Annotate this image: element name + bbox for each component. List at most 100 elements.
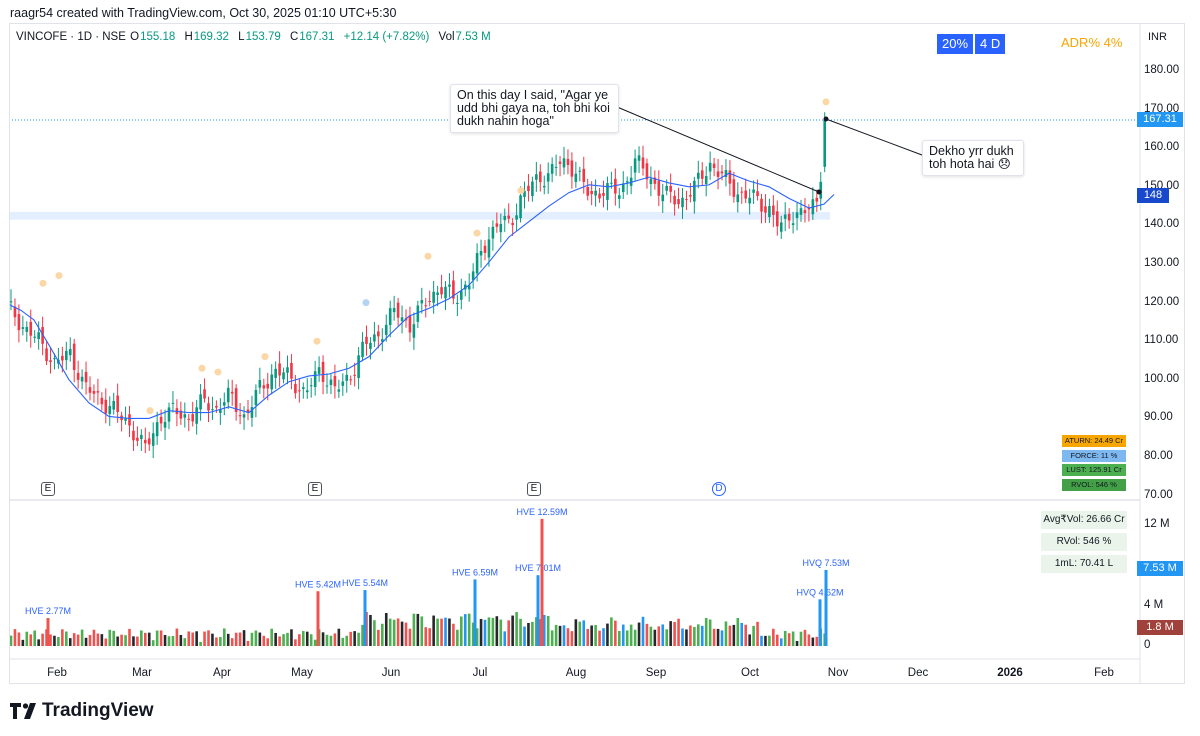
candle-body — [637, 155, 641, 161]
candle-body — [716, 171, 720, 177]
candle-body — [535, 174, 538, 180]
volume-bar — [799, 631, 803, 646]
candle-body — [377, 331, 380, 337]
time-tick-label: Dec — [907, 667, 929, 679]
annotation-right[interactable]: Dekho yrr dukh toh hota hai 😞 — [922, 140, 1024, 176]
candle-body — [554, 166, 558, 168]
signal-dot — [362, 299, 370, 307]
volume-bar — [207, 630, 210, 646]
candle-body — [511, 222, 514, 225]
earnings-event-marker[interactable]: E — [527, 482, 541, 496]
volume-bar — [329, 635, 333, 646]
volume-bar — [262, 635, 266, 646]
volume-bar — [629, 624, 633, 646]
tradingview-logo[interactable]: TradingView — [10, 700, 154, 722]
price-tick-label: 140.00 — [1144, 218, 1180, 231]
volume-bar — [155, 630, 159, 646]
volume-bar — [215, 637, 218, 646]
volume-bar — [594, 624, 597, 646]
candle-body — [325, 385, 329, 387]
open-value: 155.18 — [140, 31, 176, 43]
candle-body — [756, 191, 759, 197]
candle-body — [491, 226, 495, 239]
volume-bar — [357, 632, 360, 646]
volume-bar — [404, 622, 408, 646]
candle-body — [179, 410, 183, 419]
high-volume-bar — [540, 518, 544, 646]
volume-bar — [305, 631, 309, 646]
volume-bar — [163, 634, 167, 646]
volume-bar — [614, 620, 617, 646]
volume-bar — [136, 636, 139, 646]
volume-bar — [53, 635, 56, 646]
candle-body — [203, 389, 206, 399]
candle-body — [661, 194, 665, 202]
volume-bar — [373, 620, 376, 646]
candle-body — [72, 343, 76, 371]
volume-bar — [61, 629, 64, 646]
volume-bar — [120, 634, 123, 646]
volume-bar — [416, 613, 420, 646]
volume-bar — [471, 622, 475, 646]
high-volume-bar — [818, 599, 822, 646]
volume-bar — [527, 622, 530, 646]
volume-bar — [693, 627, 696, 646]
pct-badge: 20% — [937, 34, 974, 54]
volume-bar — [349, 631, 352, 646]
candle-body — [448, 284, 451, 287]
candle-body — [294, 384, 297, 394]
price-tick-label: 90.00 — [1144, 411, 1173, 424]
indicator-stat: LUST: 125.91 Cr — [1062, 464, 1126, 476]
volume-bar — [463, 614, 467, 646]
volume-bar — [665, 629, 668, 646]
volume-bar — [578, 621, 582, 646]
candle-body — [230, 391, 234, 394]
annotation-left[interactable]: On this day I said, "Agar ye udd bhi gay… — [450, 84, 619, 133]
candle-body — [191, 414, 194, 422]
volume-bar — [776, 634, 779, 646]
signal-dot — [198, 364, 206, 372]
candle-body — [270, 374, 273, 390]
candle-body — [223, 402, 226, 406]
volume-bar — [175, 628, 179, 646]
volume-bar — [400, 621, 404, 646]
candle-body — [147, 438, 151, 445]
candle-body — [21, 327, 25, 329]
volume-bar — [610, 617, 613, 646]
candle-body — [128, 414, 131, 426]
high-volume-label: HVE 5.54M — [342, 578, 388, 588]
candle-body — [29, 321, 33, 336]
volume-bar — [456, 629, 459, 646]
candle-body — [764, 206, 767, 213]
signal-dot — [39, 279, 47, 287]
earnings-event-marker[interactable]: E — [308, 482, 322, 496]
volume-bar — [483, 619, 487, 646]
high-volume-bar — [473, 579, 477, 646]
dividend-event-marker[interactable]: D — [712, 482, 726, 496]
currency-label[interactable]: INR — [1148, 31, 1167, 43]
candle-body — [460, 290, 463, 300]
candle-body — [408, 315, 412, 333]
adr-indicator: ADR% 4% — [1061, 35, 1123, 50]
candle-body — [776, 211, 779, 227]
candle-body — [254, 390, 258, 406]
volume-bar — [689, 625, 692, 646]
candle-body — [384, 324, 388, 335]
candle-body — [262, 385, 266, 389]
high-volume-label: HVE 2.77M — [25, 606, 71, 616]
high-value: 169.32 — [193, 31, 229, 43]
volume-bar — [452, 623, 455, 646]
candle-body — [365, 336, 368, 345]
earnings-event-marker[interactable]: E — [41, 482, 55, 496]
candle-body — [578, 170, 582, 172]
volume-bar — [298, 634, 301, 646]
symbol-legend[interactable]: VINCOFE · 1D · NSE O155.18 H169.32 L153.… — [16, 31, 491, 43]
symbol-name[interactable]: VINCOFE · 1D · NSE — [16, 31, 126, 43]
volume-bar — [179, 634, 183, 646]
volume-bar — [290, 629, 293, 646]
high-volume-bar — [316, 591, 320, 646]
candle-body — [787, 213, 791, 221]
volume-bar — [420, 616, 424, 646]
volume-bar — [432, 615, 435, 646]
